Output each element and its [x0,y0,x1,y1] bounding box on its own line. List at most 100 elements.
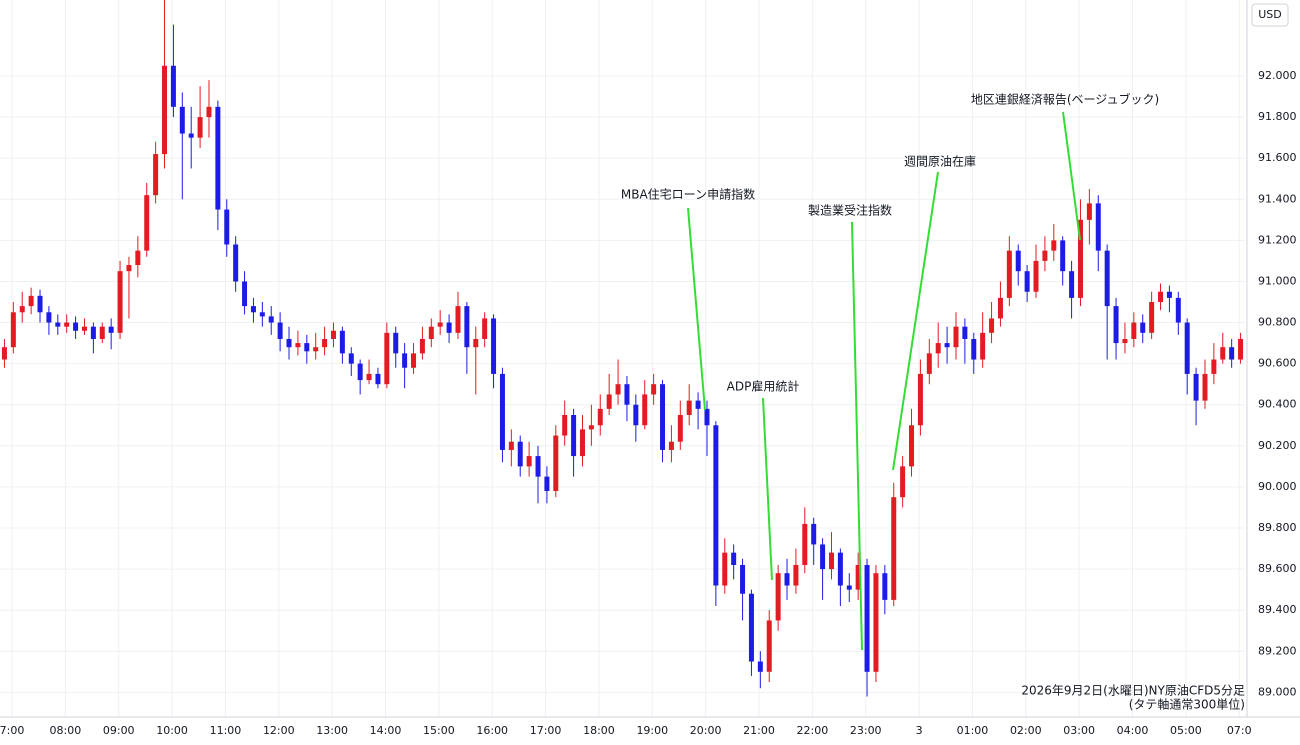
candle-body [322,338,328,348]
candle-body [393,332,399,354]
candle-body [295,343,301,348]
candle-body [64,322,70,327]
candle-body [864,564,870,672]
candle-body [855,564,861,590]
candle-body [748,593,754,662]
candle-body [704,408,710,426]
candle-body [535,456,541,477]
candle-body [615,384,621,395]
candle-body [1077,219,1083,298]
candle-body [1202,373,1208,401]
chart-note: (タテ軸通常300単位) [1129,697,1245,712]
y-tick-label: 91.000 [1258,274,1297,287]
candle-body [1,347,7,360]
candle-body [277,322,283,339]
candle-body [233,244,239,282]
candle-body [366,373,372,381]
candle-body [179,106,185,134]
x-tick-label: 18:00 [583,724,615,737]
x-tick-label: 09:00 [103,724,135,737]
currency-label: USD [1258,8,1282,21]
candle-body [313,347,319,352]
candle-body [1175,297,1181,323]
candle-body [108,326,114,333]
candle-body [1211,359,1217,374]
candle-body [464,306,470,348]
candle-body [499,373,505,450]
candle-body [900,466,906,498]
y-tick-label: 91.600 [1258,151,1297,164]
x-tick-label: 23:00 [850,724,882,737]
y-tick-label: 91.800 [1258,110,1297,123]
annotation-line [762,397,773,581]
candle-body [909,425,915,467]
candle-body [197,117,203,138]
candle-body [357,363,363,381]
candle-body [375,373,381,385]
x-tick-label: 14:00 [370,724,402,737]
annotation-label: 週間原油在庫 [904,155,976,169]
candle-body [775,573,781,621]
candle-body [686,400,692,415]
candle-body [873,573,879,672]
y-tick-label: 91.200 [1258,233,1297,246]
x-tick-label: 10:00 [156,724,188,737]
candle-body [10,312,16,348]
candle-body [757,661,763,672]
x-tick-label: 15:00 [423,724,455,737]
x-tick-label: 05:00 [1170,724,1202,737]
annotation-label: ADP雇用統計 [727,379,800,394]
x-tick-label: 17:00 [530,724,562,737]
candle-body [81,326,87,331]
candle-body [1024,271,1030,292]
annotation-label: 製造業受注指数 [808,203,892,218]
candle-body [624,384,630,405]
candle-body [926,353,932,374]
candle-body [597,408,603,426]
candle-body [1149,302,1155,333]
y-tick-label: 90.800 [1258,316,1297,329]
x-tick-label: 07:0 [1227,724,1252,737]
candle-body [588,425,594,430]
candle-body [784,573,790,586]
candle-body [482,318,488,339]
candle-body [19,306,25,313]
candle-body [1238,338,1244,360]
candle-body [135,250,141,266]
candle-body [215,106,221,210]
x-tick-label: 13:00 [316,724,348,737]
candle-body [562,414,568,436]
y-tick-label: 90.400 [1258,398,1297,411]
candle-body [144,195,150,251]
candle-body [1095,203,1101,251]
candle-body [117,271,123,333]
candle-body [411,353,417,368]
candle-body [188,133,194,138]
candle-body [206,106,212,118]
candle-body [633,404,639,426]
x-tick-label: 22:00 [797,724,829,737]
candle-body [677,414,683,442]
candle-body [73,322,79,331]
x-tick-label: 08:00 [50,724,82,737]
x-tick-label: 12:00 [263,724,295,737]
candle-body [28,295,34,307]
candle-body [259,312,265,317]
x-tick-label: 11:00 [210,724,242,737]
candle-body [419,338,425,354]
candle-body [935,343,941,354]
candle-body [153,154,159,196]
candle-body [1104,250,1110,307]
candle-body [668,441,674,450]
candle-body [1069,271,1075,298]
candle-body [1006,250,1012,298]
candle-body [544,476,550,492]
candle-body [695,400,701,409]
candle-body [99,326,105,339]
candle-body [90,326,96,339]
candle-body [828,552,834,570]
candle-body [1158,291,1164,303]
candle-body [953,326,959,348]
candle-body [304,343,310,352]
x-tick-label: 19:00 [636,724,668,737]
